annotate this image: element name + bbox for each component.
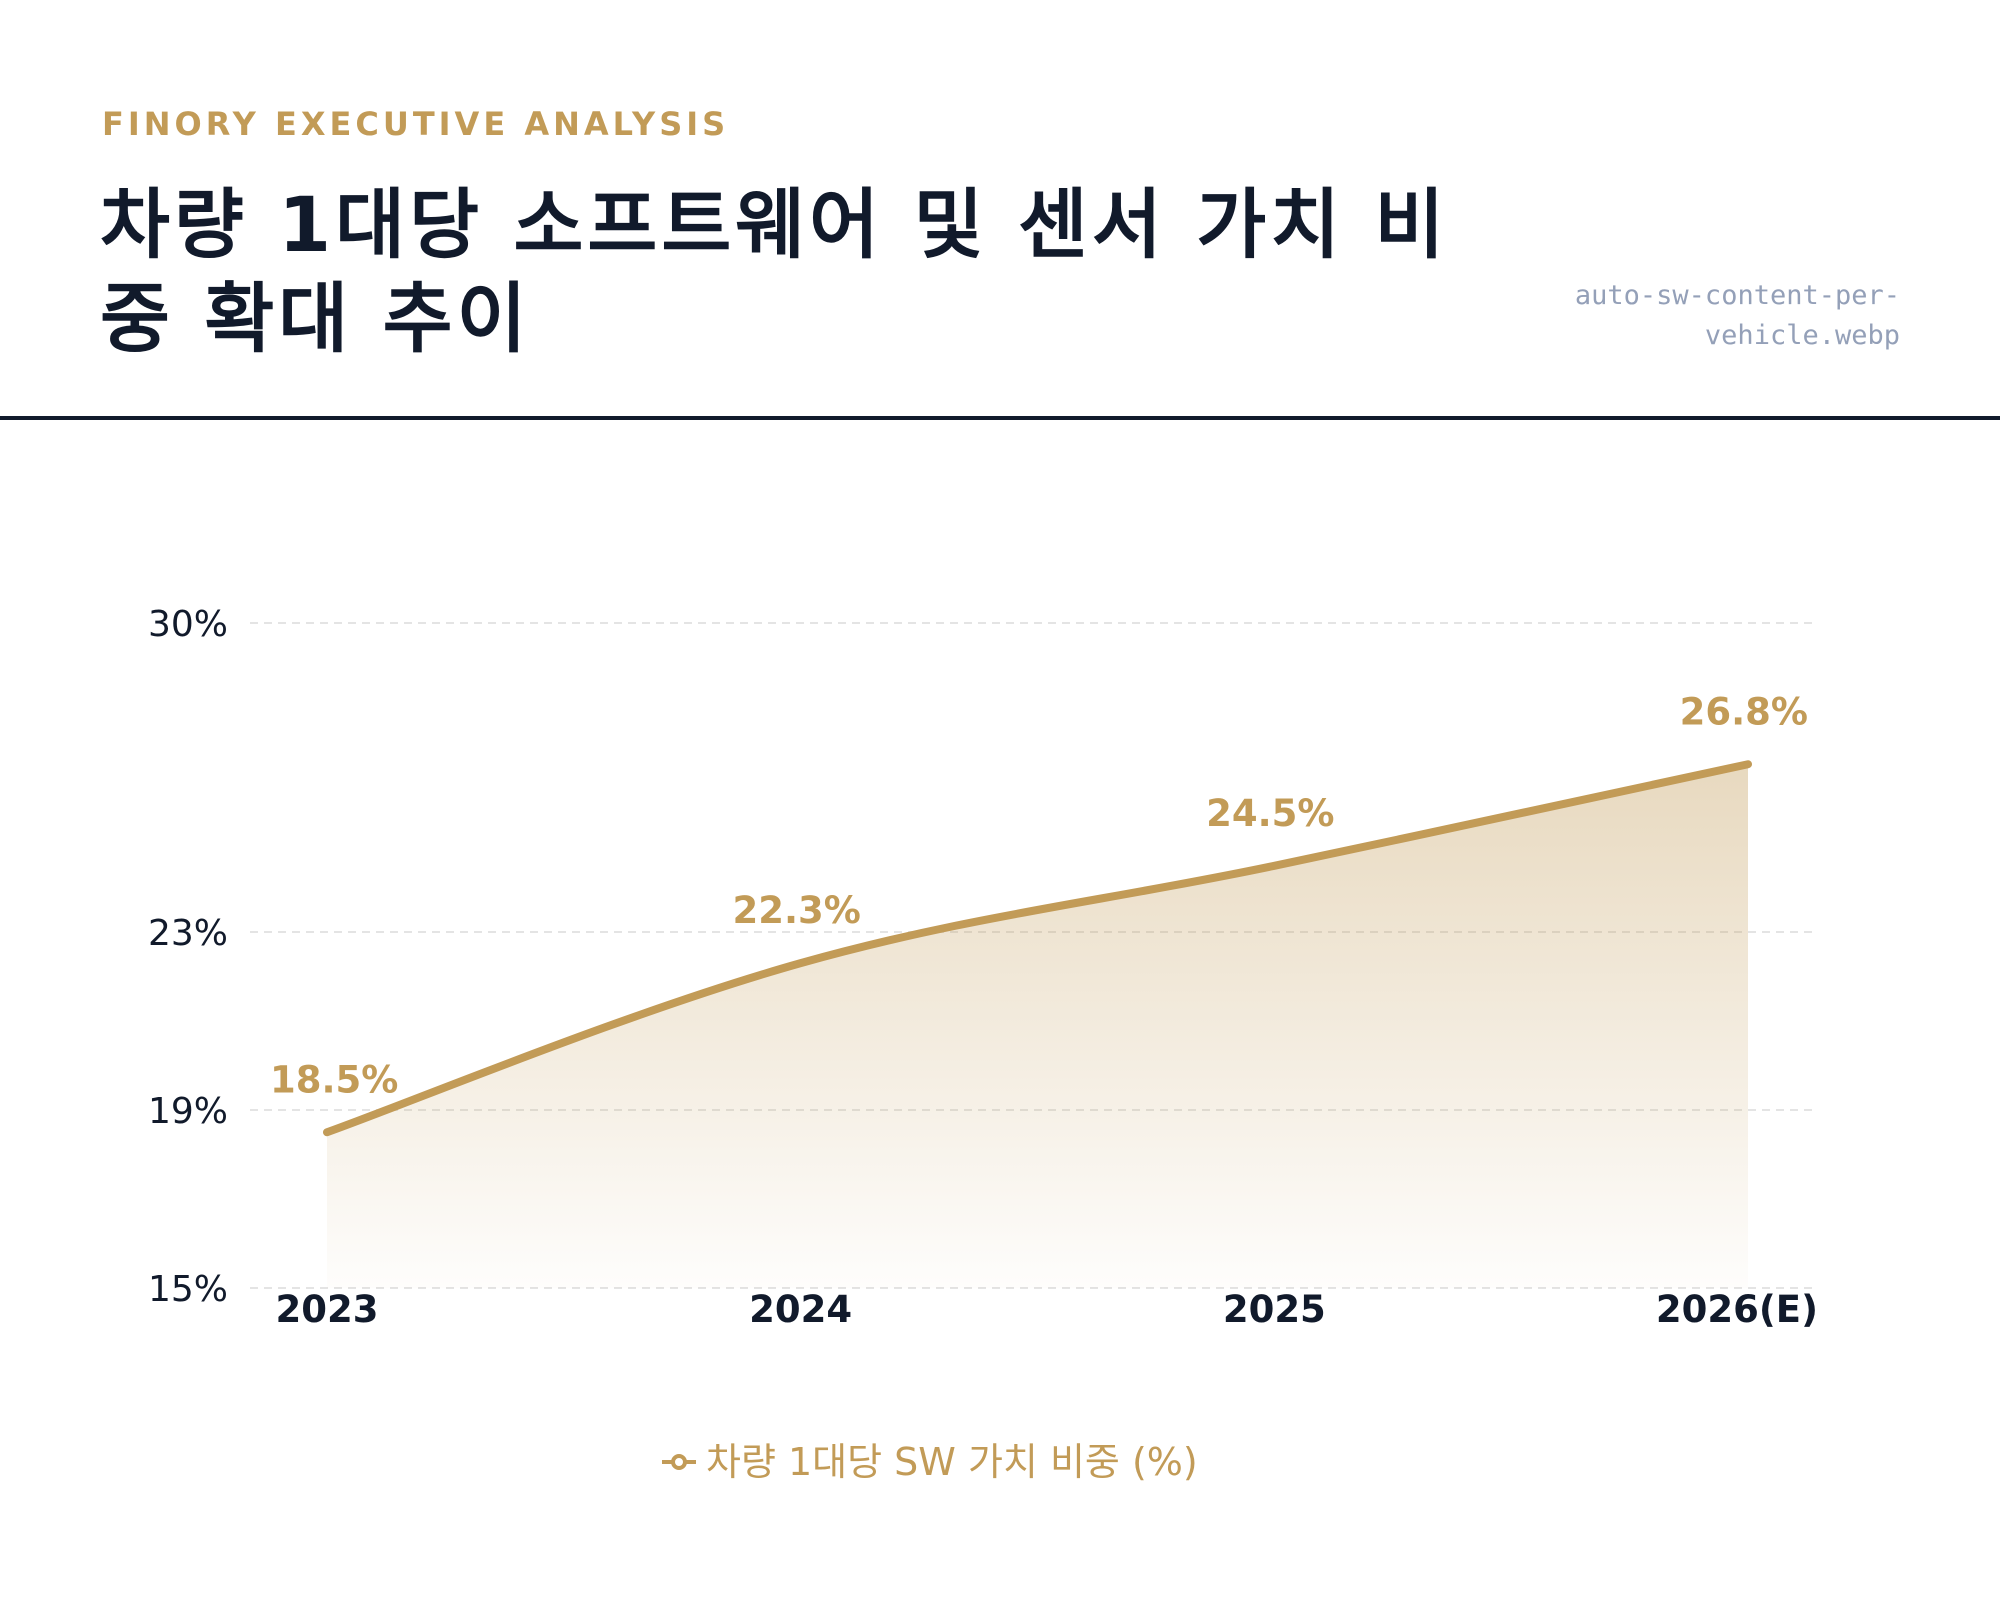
- data-labels: 18.5% 22.3% 24.5% 26.8%: [270, 690, 1808, 1101]
- line-dot-legend-icon: [662, 1454, 696, 1470]
- series-line: [323, 760, 1752, 1137]
- y-axis-tick-labels: 15% 19% 23% 30%: [148, 604, 228, 1310]
- data-label: 22.3%: [732, 889, 860, 932]
- y-tick-label: 23%: [148, 913, 228, 954]
- data-label: 24.5%: [1206, 792, 1334, 835]
- header-divider: [0, 416, 2000, 420]
- x-tick-label: 2025: [1223, 1288, 1326, 1331]
- legend-label: 차량 1대당 SW 가치 비중 (%): [706, 1440, 1198, 1484]
- page-title: 차량 1대당 소프트웨어 및 센서 가치 비중 확대 추이: [100, 180, 1449, 363]
- data-label: 26.8%: [1680, 690, 1808, 733]
- file-name-label: auto-sw-content-per-vehicle.webp: [1574, 280, 1900, 351]
- eyebrow-label: FINORY EXECUTIVE ANALYSIS: [102, 105, 730, 143]
- x-tick-label: 2024: [749, 1288, 852, 1331]
- x-tick-label: 2023: [276, 1288, 379, 1331]
- series-area: [327, 764, 1748, 1288]
- y-tick-label: 15%: [148, 1269, 228, 1310]
- y-tick-label: 30%: [148, 604, 228, 645]
- x-tick-label: 2026(E): [1656, 1288, 1818, 1331]
- x-axis-tick-labels: 2023 2024 2025 2026(E): [276, 1288, 1818, 1331]
- data-label: 18.5%: [270, 1058, 398, 1101]
- chart-legend: 차량 1대당 SW 가치 비중 (%): [660, 1436, 1198, 1488]
- series-line-layer: [323, 760, 1752, 1137]
- series-area-layer: [327, 764, 1748, 1288]
- y-tick-label: 19%: [148, 1091, 228, 1132]
